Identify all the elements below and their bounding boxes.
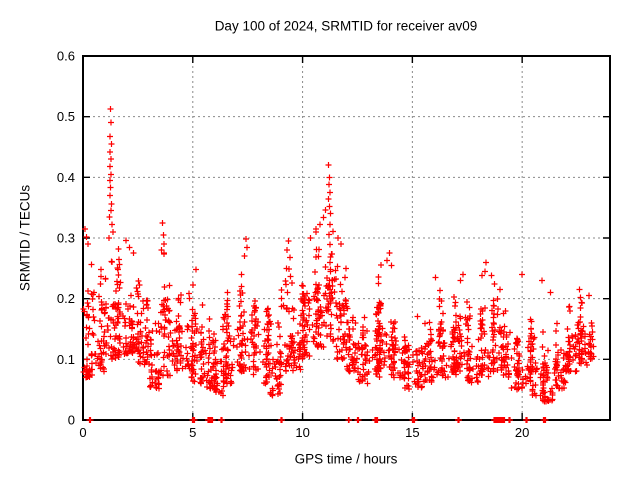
svg-text:10: 10 bbox=[295, 425, 309, 440]
svg-text:0.6: 0.6 bbox=[57, 49, 75, 64]
svg-text:20: 20 bbox=[515, 425, 529, 440]
svg-text:0.4: 0.4 bbox=[57, 170, 75, 185]
svg-text:5: 5 bbox=[189, 425, 196, 440]
svg-text:0.5: 0.5 bbox=[57, 109, 75, 124]
chart-title: Day 100 of 2024, SRMTID for receiver av0… bbox=[214, 18, 478, 34]
svg-text:0.2: 0.2 bbox=[57, 291, 75, 306]
svg-text:15: 15 bbox=[405, 425, 419, 440]
svg-text:0: 0 bbox=[79, 425, 86, 440]
svg-text:0.1: 0.1 bbox=[57, 352, 75, 367]
x-axis-label: GPS time / hours bbox=[294, 451, 398, 467]
svg-text:0.3: 0.3 bbox=[57, 231, 75, 246]
svg-text:0: 0 bbox=[68, 413, 75, 428]
